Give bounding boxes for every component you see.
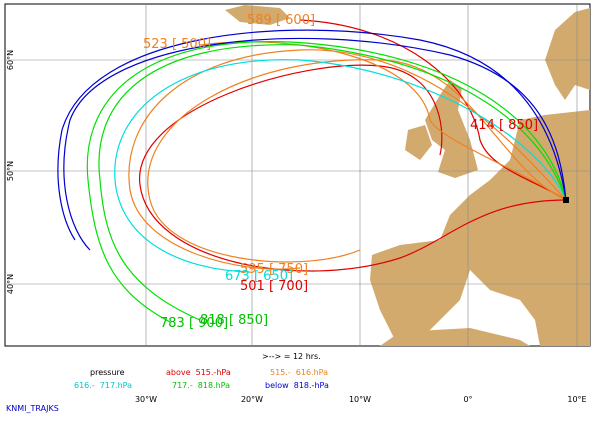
trajectory-label: 501 [ 700] (240, 279, 308, 294)
trajectory-labels: 589 [ 600] 523 [ 500] 414 [ 850] 595 [ 7… (143, 13, 538, 331)
legend-entry: 515.- 616.hPa (270, 368, 328, 377)
lon-label: 20°W (241, 395, 263, 404)
trajectory-label: 595 [ 750] (240, 262, 308, 277)
trajectories (57, 19, 569, 323)
legend-entry: above 515.-hPa (166, 368, 231, 377)
trajectory-label: 589 [ 600] (247, 13, 315, 28)
trajectory-label: 523 [ 500] (143, 37, 211, 52)
lat-label: 40°N (6, 274, 15, 294)
lon-label: 30°W (135, 395, 157, 404)
trajectory-label: 673 [ 650] (225, 269, 293, 284)
lat-label: 60°N (6, 50, 15, 70)
lon-label: 0° (463, 395, 472, 404)
land (225, 5, 590, 346)
legend: >--> = 12 hrs. pressure above 515.-hPa 5… (74, 352, 329, 390)
lat-label: 50°N (6, 161, 15, 181)
lon-label: 10°E (567, 395, 586, 404)
legend-entry: 616.- 717.hPa (74, 381, 132, 390)
trajectory-label: 783 [ 900] (160, 316, 228, 331)
lat-labels: 60°N 50°N 40°N (6, 50, 15, 294)
lon-label: 10°W (349, 395, 371, 404)
trajectory-label: 818 [ 850] (200, 313, 268, 328)
trajectory-label: 414 [ 850] (470, 118, 538, 133)
legend-title: pressure (90, 368, 125, 377)
footer: KNMI_TRAJKS (6, 404, 59, 413)
legend-entry: 717.- 818.hPa (172, 381, 230, 390)
legend-entry: below 818.-hPa (265, 381, 329, 390)
arrow-note: >--> = 12 hrs. (262, 352, 321, 361)
lon-labels: 30°W 20°W 10°W 0° 10°E (135, 395, 587, 404)
